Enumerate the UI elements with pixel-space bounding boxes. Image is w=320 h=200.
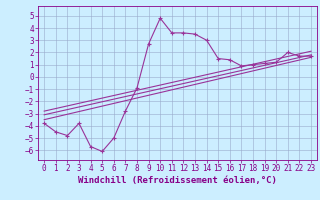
X-axis label: Windchill (Refroidissement éolien,°C): Windchill (Refroidissement éolien,°C) [78,176,277,185]
